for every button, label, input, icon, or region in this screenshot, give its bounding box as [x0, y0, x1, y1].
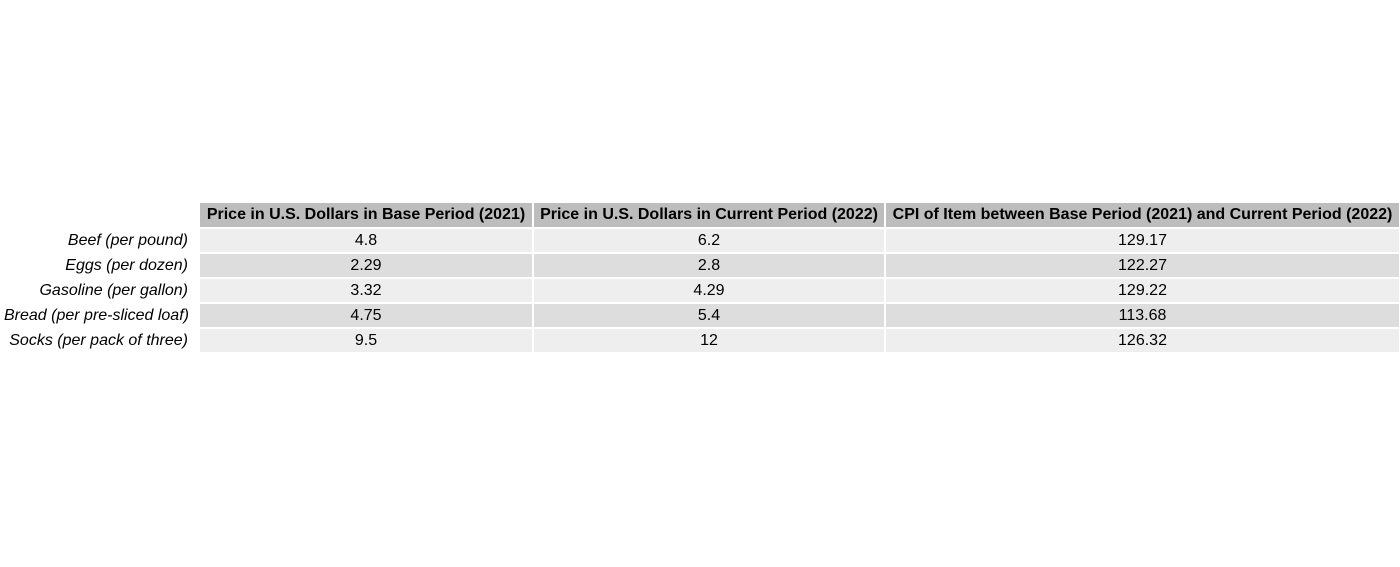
table-row: Gasoline (per gallon) 3.32 4.29 129.22 — [0, 278, 1400, 304]
row-label: Socks (per pack of three) — [0, 328, 200, 354]
table-row: Bread (per pre-sliced loaf) 4.75 5.4 113… — [0, 303, 1400, 329]
base-price-cell: 9.5 — [199, 328, 534, 354]
base-price-cell: 3.32 — [199, 278, 534, 304]
cpi-cell: 126.32 — [885, 328, 1400, 354]
row-label: Bread (per pre-sliced loaf) — [0, 303, 200, 329]
row-label: Eggs (per dozen) — [0, 253, 200, 279]
cpi-cell: 129.17 — [885, 228, 1400, 254]
table-row: Beef (per pound) 4.8 6.2 129.17 — [0, 228, 1400, 254]
current-price-cell: 2.8 — [533, 253, 886, 279]
base-price-cell: 2.29 — [199, 253, 534, 279]
table-header-row: Price in U.S. Dollars in Base Period (20… — [0, 203, 1400, 229]
column-header-base-price: Price in U.S. Dollars in Base Period (20… — [199, 203, 534, 229]
current-price-cell: 4.29 — [533, 278, 886, 304]
row-label: Gasoline (per gallon) — [0, 278, 200, 304]
cpi-cell: 122.27 — [885, 253, 1400, 279]
table-corner-cell — [0, 203, 200, 229]
base-price-cell: 4.8 — [199, 228, 534, 254]
cpi-cell: 113.68 — [885, 303, 1400, 329]
cpi-cell: 129.22 — [885, 278, 1400, 304]
cpi-table: Price in U.S. Dollars in Base Period (20… — [0, 203, 1400, 354]
table-row: Socks (per pack of three) 9.5 12 126.32 — [0, 328, 1400, 354]
current-price-cell: 12 — [533, 328, 886, 354]
column-header-cpi: CPI of Item between Base Period (2021) a… — [885, 203, 1400, 229]
current-price-cell: 5.4 — [533, 303, 886, 329]
row-label: Beef (per pound) — [0, 228, 200, 254]
base-price-cell: 4.75 — [199, 303, 534, 329]
current-price-cell: 6.2 — [533, 228, 886, 254]
table-row: Eggs (per dozen) 2.29 2.8 122.27 — [0, 253, 1400, 279]
column-header-current-price: Price in U.S. Dollars in Current Period … — [533, 203, 886, 229]
